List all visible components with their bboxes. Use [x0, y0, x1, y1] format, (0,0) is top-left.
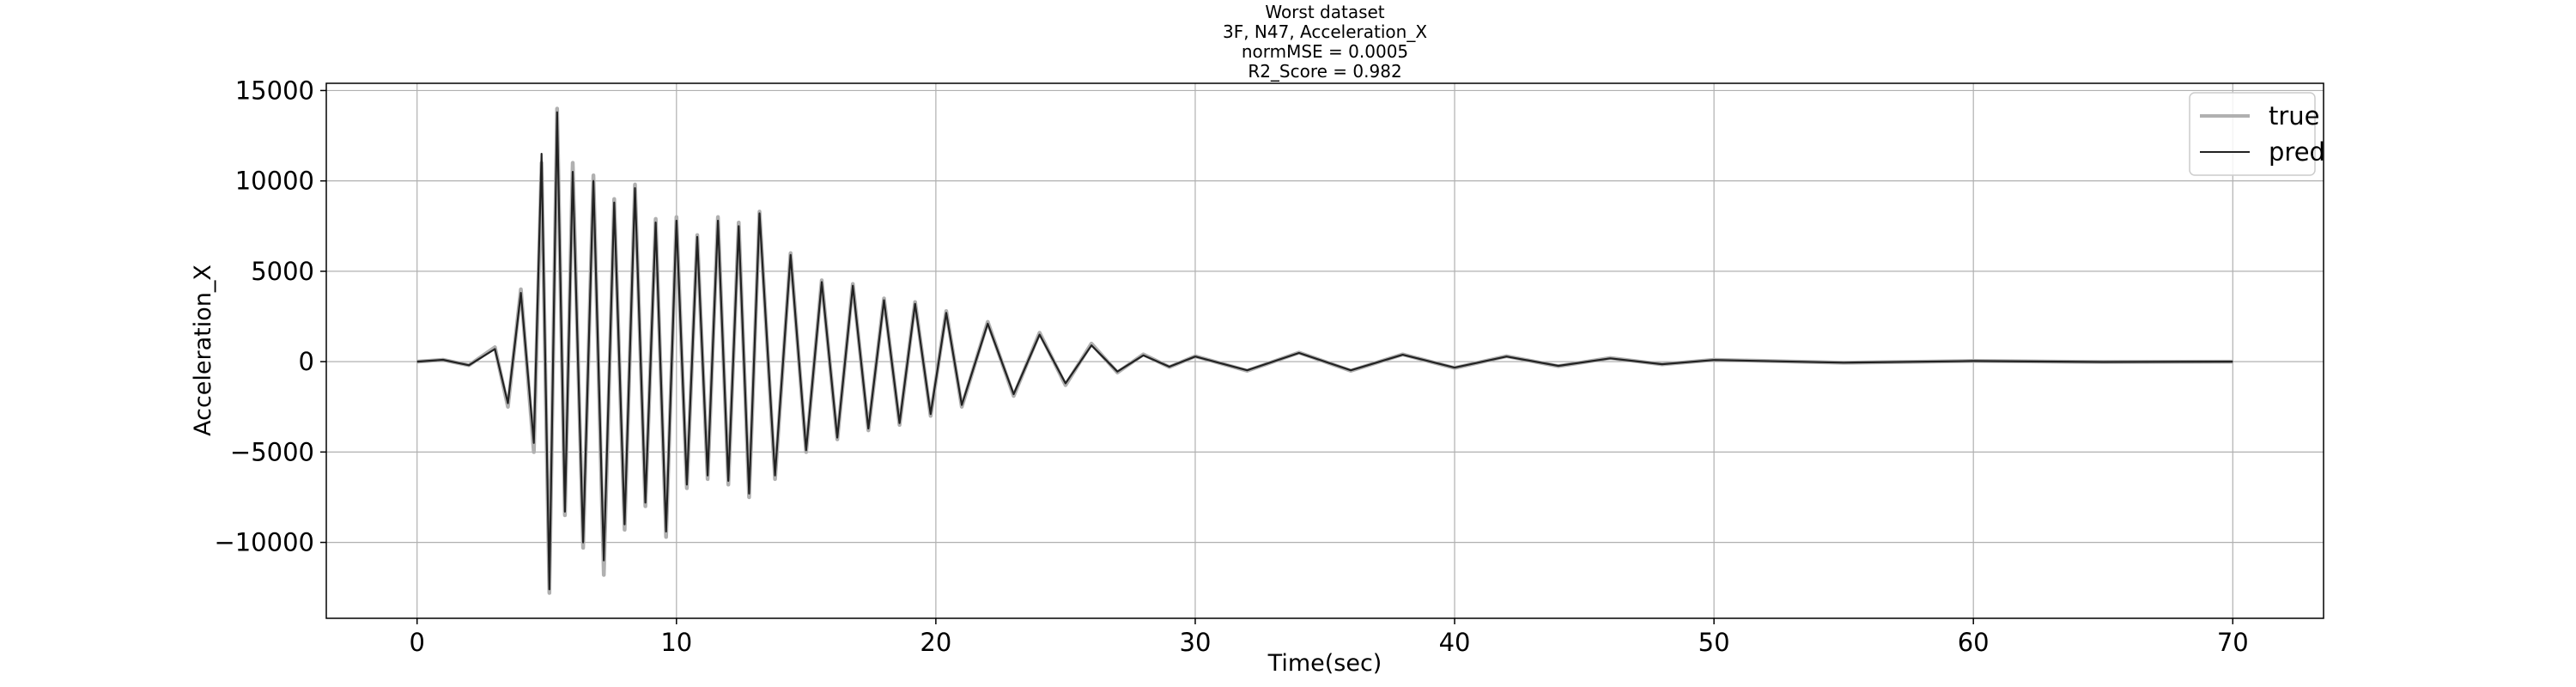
y-tick-label: 15000: [235, 76, 314, 105]
axes-frame: [325, 82, 2324, 619]
x-tick-label: 70: [2217, 628, 2249, 657]
legend-label-true: true: [2269, 101, 2320, 131]
title-line-4: R2_Score = 0.982: [1248, 61, 1401, 82]
title-line-1: Worst dataset: [1265, 2, 1384, 22]
plot-series: [416, 106, 2233, 595]
series-line-pred: [416, 111, 2233, 591]
y-axis-label: Acceleration_X: [190, 264, 216, 436]
grid: [326, 83, 2324, 618]
x-axis-label: Time(sec): [1267, 650, 1382, 677]
ticks: 0 10 20 30 40 50 60 70 −10000 −5000 0 5000 10000 1500…: [214, 76, 2248, 657]
x-tick-label: 20: [920, 628, 951, 657]
y-tick-label: −10000: [214, 528, 314, 557]
title-line-3: normMSE = 0.0005: [1242, 41, 1408, 62]
x-tick-label: 40: [1439, 628, 1471, 657]
title-line-2: 3F, N47, Acceleration_X: [1223, 21, 1427, 42]
legend: true pred: [2189, 92, 2325, 176]
x-tick-label: 50: [1698, 628, 1730, 657]
x-tick-label: 30: [1180, 628, 1212, 657]
y-tick-label: 5000: [251, 257, 314, 286]
y-tick-label: −5000: [230, 437, 314, 466]
x-tick-label: 0: [410, 628, 425, 657]
y-tick-label: 10000: [235, 167, 314, 196]
legend-frame: [2189, 92, 2316, 176]
x-tick-label: 10: [660, 628, 692, 657]
x-tick-label: 60: [1958, 628, 1990, 657]
legend-label-pred: pred: [2269, 137, 2325, 167]
chart-title: Worst dataset 3F, N47, Acceleration_X no…: [1223, 2, 1427, 82]
y-tick-label: 0: [299, 347, 314, 376]
